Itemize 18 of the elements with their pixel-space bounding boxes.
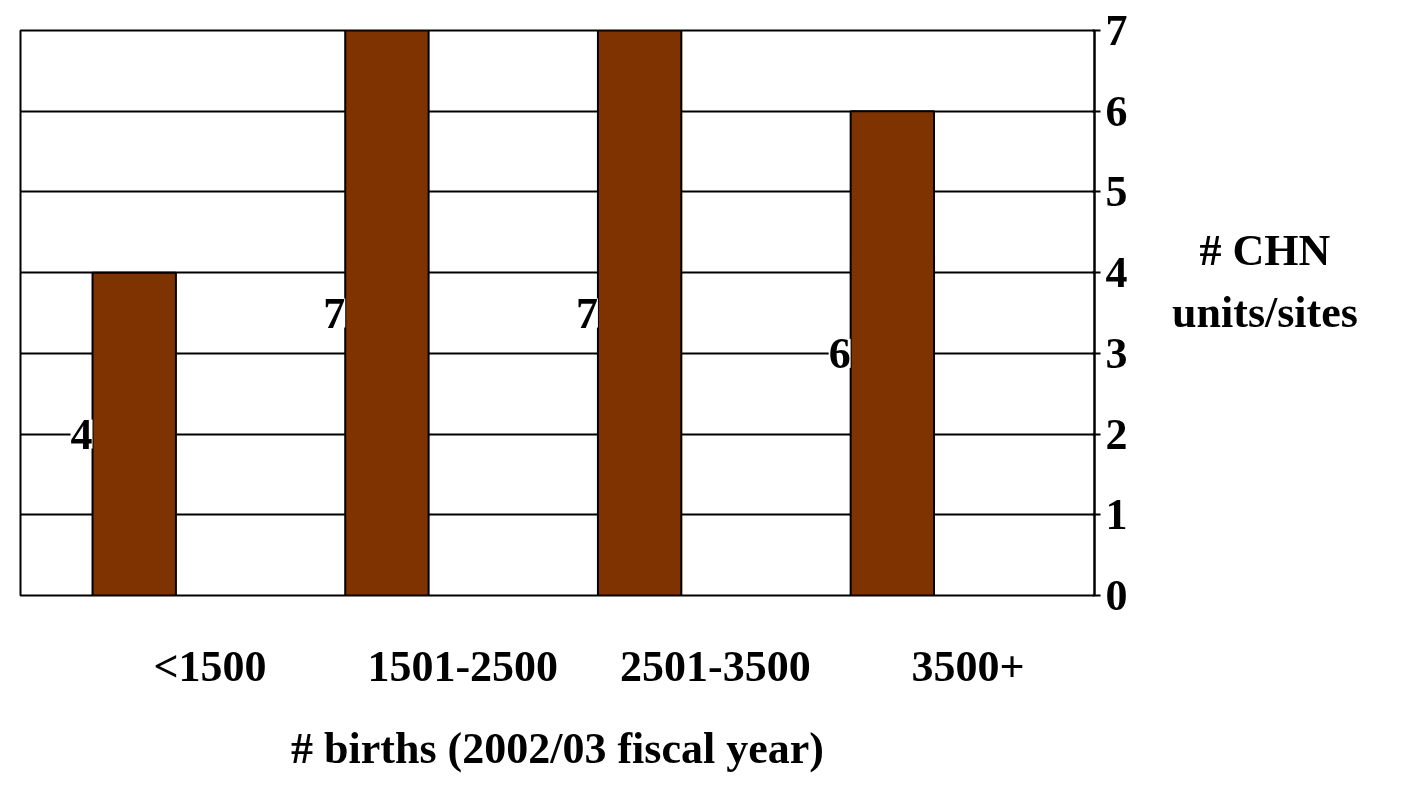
y-tick-label: 2	[1105, 409, 1128, 459]
y-tick-label: 6	[1105, 86, 1128, 136]
y-tick-label: 1	[1105, 490, 1128, 540]
data-label: 6	[828, 328, 851, 378]
x-tick-label: 1501-2500	[367, 641, 559, 691]
x-axis-title: # births (2002/03 fiscal year)	[291, 723, 824, 773]
data-label: 4	[70, 409, 93, 459]
y-tick-label: 5	[1105, 167, 1128, 217]
data-label: 7	[323, 288, 346, 338]
y-tick-label: 0	[1105, 571, 1128, 620]
y-axis-title: # CHN units/sites	[1172, 225, 1358, 339]
y-tick-label: 7	[1105, 6, 1128, 55]
y-tick-label: 3	[1105, 328, 1128, 378]
x-tick-label: 3500+	[911, 641, 1025, 691]
data-label: 7	[575, 288, 598, 338]
x-tick-label: 2501-3500	[620, 641, 811, 691]
y-tick-label: 4	[1105, 248, 1128, 298]
x-tick-label: <1500	[153, 641, 267, 691]
